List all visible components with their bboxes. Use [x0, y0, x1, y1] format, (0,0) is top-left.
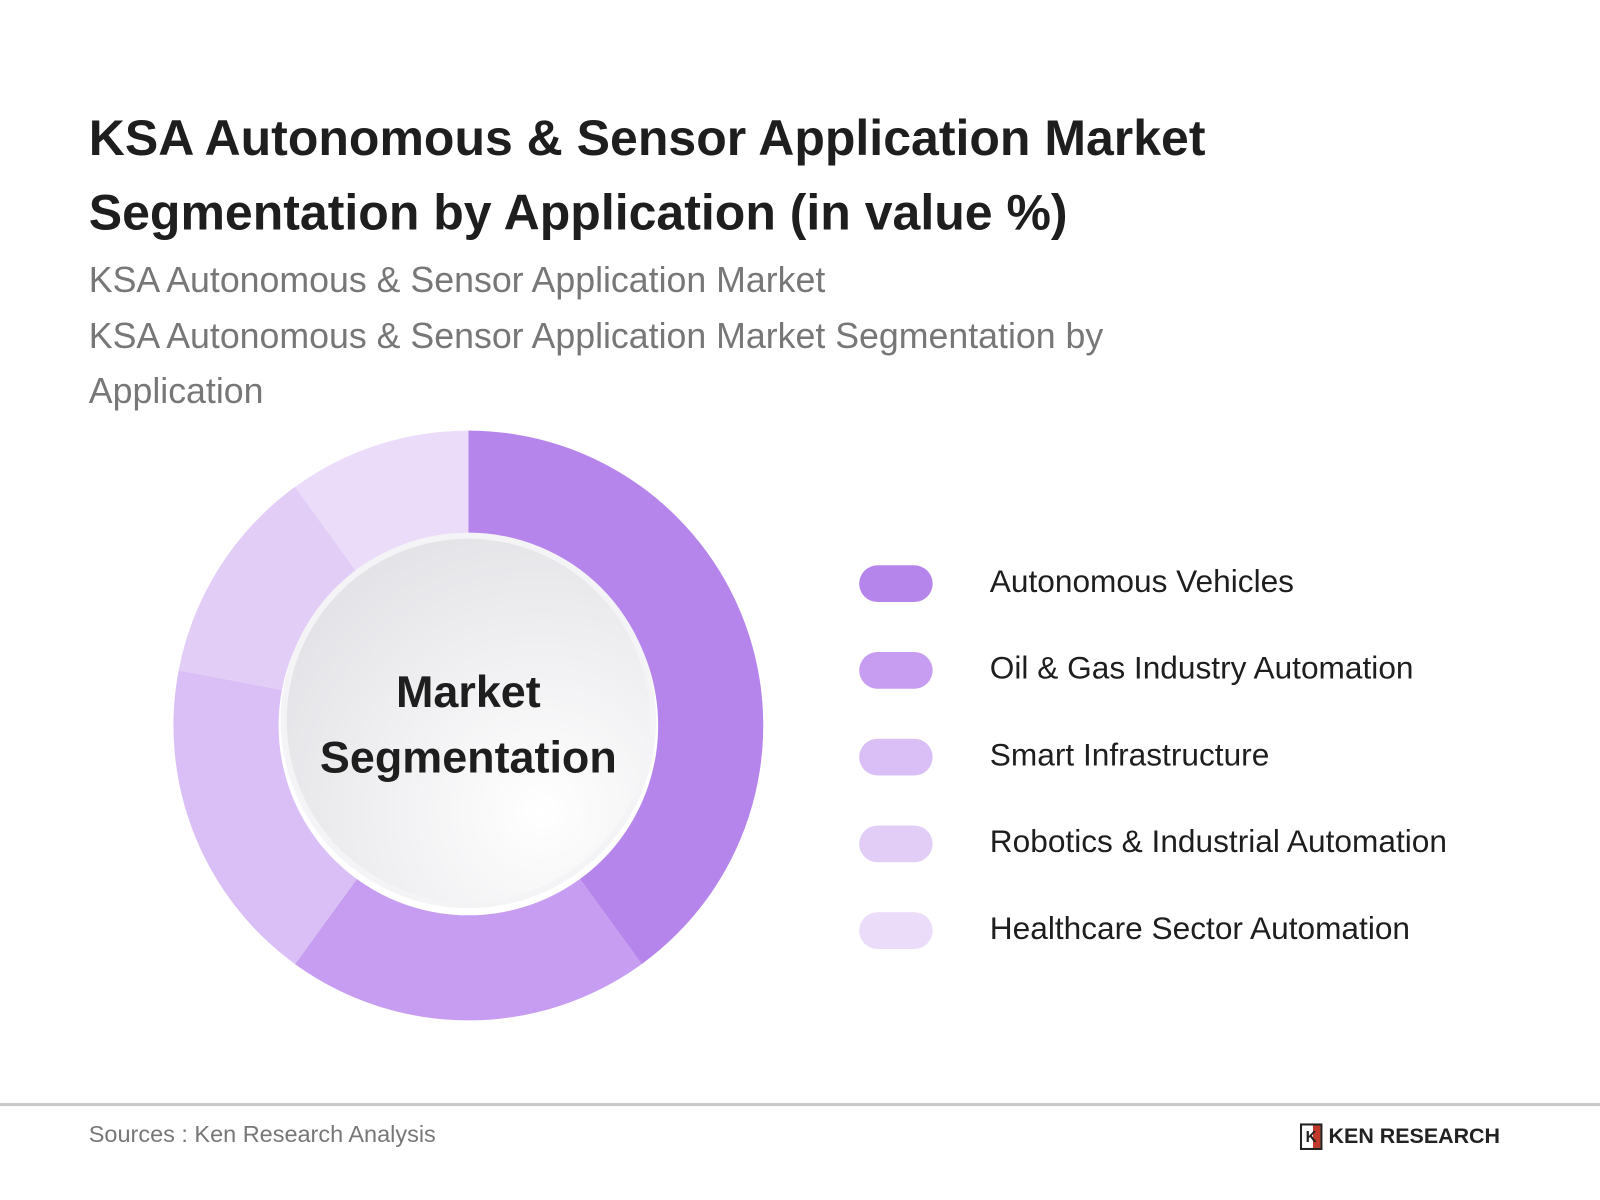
footer-divider [0, 1103, 1600, 1107]
legend-item: Autonomous Vehicles [859, 563, 1522, 603]
donut-hole [286, 538, 650, 903]
legend-label: Healthcare Sector Automation [989, 910, 1411, 946]
legend-swatch [859, 565, 933, 603]
legend-item: Oil & Gas Industry Automation [859, 649, 1522, 689]
legend-label: Smart Infrastructure [989, 736, 1270, 773]
donut-chart [173, 430, 764, 1021]
source-note: Sources : Ken Research Analysis [88, 1120, 436, 1147]
logo-text: KEN RESEARCH [1328, 1124, 1501, 1148]
legend-label: Robotics & Industrial Automation [989, 823, 1447, 860]
legend-item: Healthcare Sector Automation [859, 910, 1522, 949]
center-label-line-1: Market [395, 667, 541, 718]
ken-research-logo: K KEN RESEARCH [1299, 1123, 1501, 1150]
logo-k-icon: K [1299, 1123, 1323, 1150]
donut-slice-smart-infrastructure [173, 670, 357, 965]
legend-item: Smart Infrastructure [859, 736, 1522, 776]
legend-label: Oil & Gas Industry Automation [989, 649, 1414, 686]
center-label-line-2: Segmentation [319, 732, 617, 783]
legend-item: Robotics & Industrial Automation [859, 823, 1522, 863]
legend-swatch [859, 825, 933, 863]
legend-swatch [859, 652, 933, 689]
donut-slice-robotics-industrial-automation [178, 486, 357, 690]
legend-label: Autonomous Vehicles [989, 563, 1295, 599]
donut-slice-oil-gas-industry-automation [295, 879, 642, 1021]
donut-slice-autonomous-vehicles [468, 430, 764, 965]
chart-subtitle-2: KSA Autonomous & Sensor Application Mark… [88, 316, 1104, 412]
legend-swatch [859, 912, 933, 949]
chart-title: KSA Autonomous & Sensor Application Mark… [88, 111, 1206, 241]
chart-subtitle: KSA Autonomous & Sensor Application Mark… [88, 260, 826, 300]
legend-swatch [859, 738, 933, 776]
center-label: Market Segmentation [285, 542, 652, 909]
donut-slice-healthcare-sector-automation [295, 430, 469, 572]
